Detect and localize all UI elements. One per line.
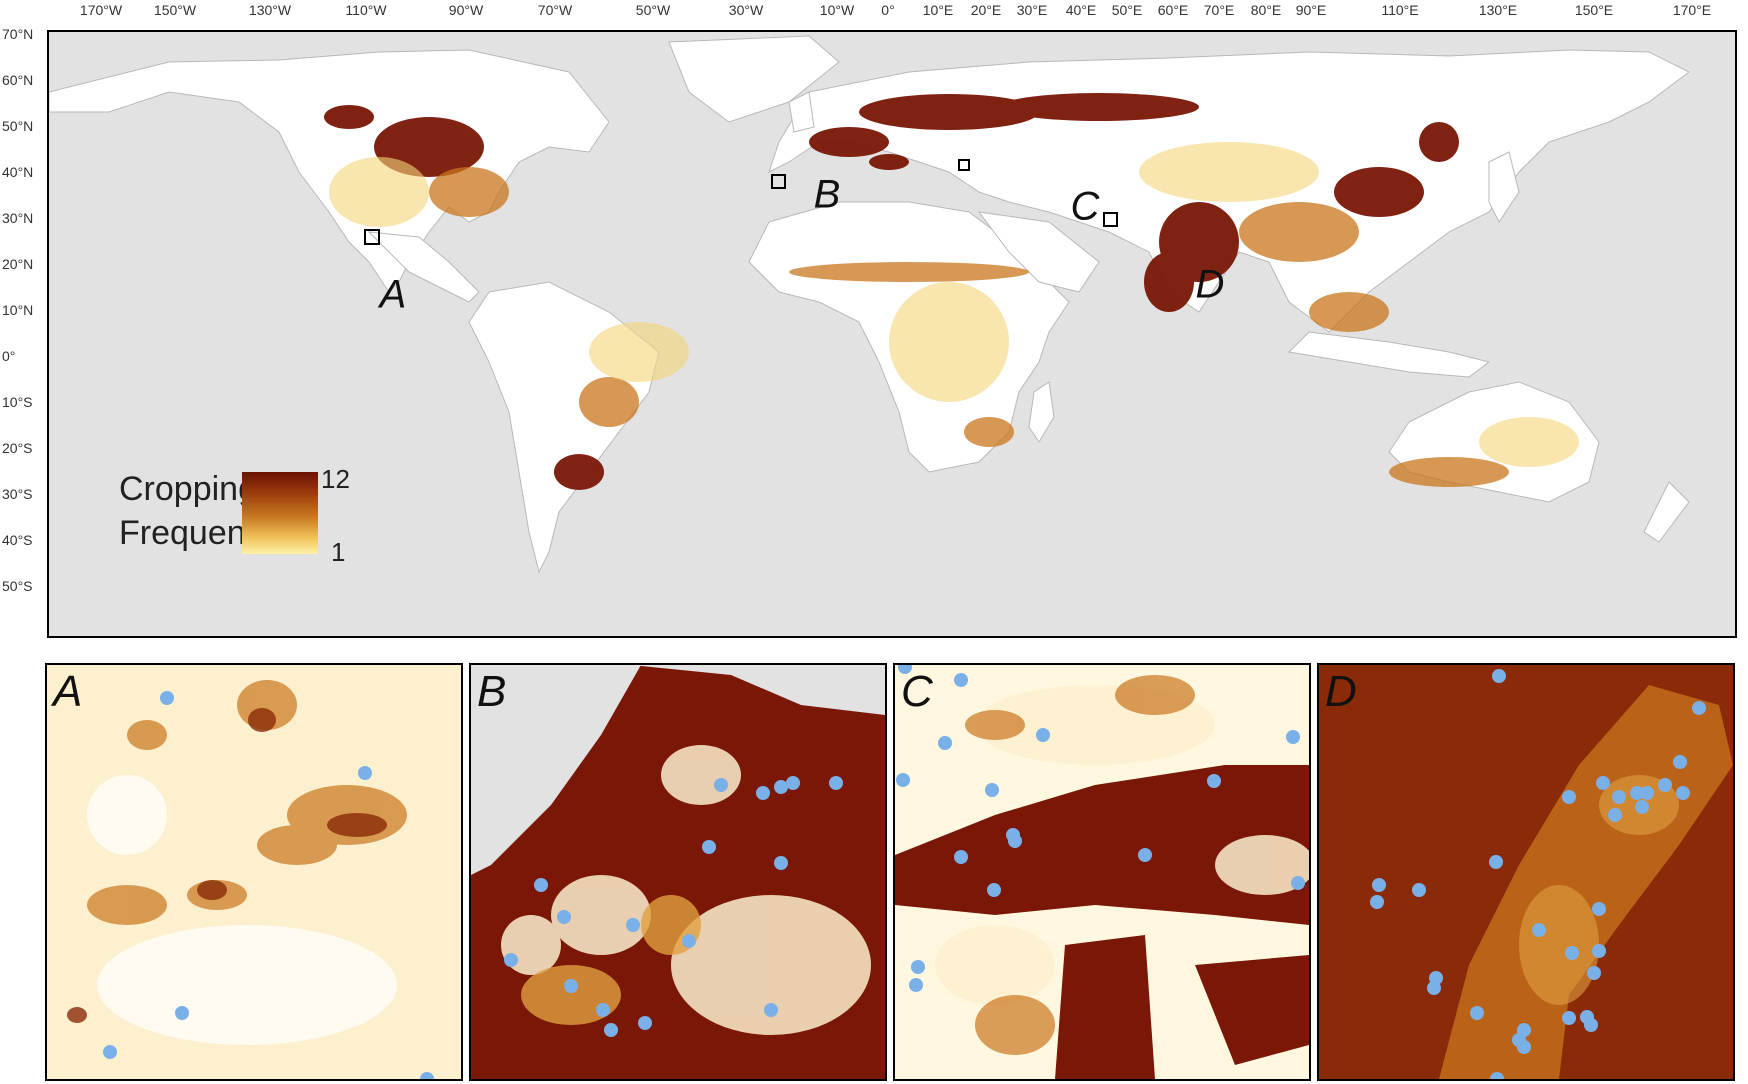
legend-title-line1: Cropping (119, 470, 257, 508)
arabia (977, 211, 1100, 293)
region-box-b (771, 174, 786, 189)
latitude-tick-label: 50°S (2, 578, 33, 594)
region-letter-b: B (813, 172, 841, 217)
region-letter-a: A (379, 272, 407, 317)
inset-d-label: D (1325, 667, 1357, 716)
longitude-tick-label: 90°E (1295, 2, 1327, 18)
latitude-tick-label: 20°N (2, 256, 34, 272)
longitude-tick-label: 80°E (1250, 2, 1282, 18)
longitude-tick-label: 50°W (635, 2, 671, 18)
sample-points-c (896, 665, 1305, 992)
latitude-tick-label: 70°N (2, 26, 34, 42)
world-cropping-map: Cropping Frequency 12 1 (47, 30, 1737, 638)
inset-d: D (1317, 663, 1735, 1081)
longitude-tick-label: 170°W (79, 2, 123, 18)
latitude-tick-label: 20°S (2, 440, 33, 456)
longitude-tick-label: 110°W (345, 2, 387, 18)
latitude-tick-label: 30°N (2, 210, 34, 226)
longitude-tick-label: 10°E (922, 2, 954, 18)
central-america (367, 231, 480, 303)
sea-area (471, 665, 641, 875)
sample-points-a (103, 691, 434, 1079)
latitude-tick-label: 40°N (2, 164, 34, 180)
inset-b: B (469, 663, 887, 1081)
latitude-tick-label: 30°S (2, 486, 33, 502)
inset-b-map (471, 665, 885, 1079)
japan (1488, 151, 1520, 223)
madagascar (1028, 381, 1055, 443)
latitude-tick-label: 0° (2, 348, 16, 364)
cropland-low (329, 142, 1579, 467)
longitude-tick-label: 130°W (248, 2, 292, 18)
inset-c-map (895, 665, 1309, 1079)
latitude-tick-label: 60°N (2, 72, 34, 88)
latitude-tick-label: 40°S (2, 532, 33, 548)
region-box-a (364, 229, 380, 245)
latitude-tick-label: 50°N (2, 118, 34, 134)
longitude-tick-label: 20°E (970, 2, 1002, 18)
inset-a: A (45, 663, 463, 1081)
longitude-tick-label: 60°E (1157, 2, 1189, 18)
region-box-d (1103, 212, 1118, 227)
inset-c-label: C (901, 667, 933, 716)
longitude-tick-label: 130°E (1478, 2, 1518, 18)
longitude-tick-label: 30°E (1016, 2, 1048, 18)
inset-c: C (893, 663, 1311, 1081)
legend-color-bar (242, 472, 318, 554)
uk (788, 91, 815, 133)
longitude-tick-label: 50°E (1111, 2, 1143, 18)
inset-d-map (1319, 665, 1733, 1079)
longitude-tick-label: 10°W (819, 2, 855, 18)
longitude-tick-label: 40°E (1065, 2, 1097, 18)
longitude-tick-label: 30°W (728, 2, 764, 18)
longitude-tick-label: 90°W (448, 2, 484, 18)
indonesia (1287, 331, 1491, 378)
inset-b-label: B (477, 667, 507, 716)
inset-a-map (47, 665, 461, 1079)
cropland-mid (429, 167, 1509, 487)
north-america (49, 49, 610, 293)
region-box-c (958, 159, 970, 171)
legend-min-label: 1 (331, 537, 346, 567)
longitude-tick-label: 70°W (537, 2, 573, 18)
longitude-tick-label: 70°E (1203, 2, 1235, 18)
new-zealand (1643, 481, 1690, 543)
sample-points-d (1370, 669, 1706, 1079)
legend-max-label: 12 (321, 464, 350, 494)
world-map-svg (49, 35, 1690, 574)
inset-a-label: A (53, 667, 83, 716)
longitude-tick-label: 0° (881, 2, 895, 18)
longitude-tick-label: 150°W (153, 2, 197, 18)
latitude-tick-label: 10°S (2, 394, 33, 410)
region-letter-c: C (1070, 184, 1100, 229)
latitude-tick-label: 10°N (2, 302, 34, 318)
longitude-tick-label: 110°E (1381, 2, 1419, 18)
region-letter-d: D (1195, 262, 1225, 307)
longitude-tick-label: 150°E (1574, 2, 1614, 18)
sample-points-b (504, 776, 843, 1037)
longitude-tick-label: 170°E (1672, 2, 1712, 18)
